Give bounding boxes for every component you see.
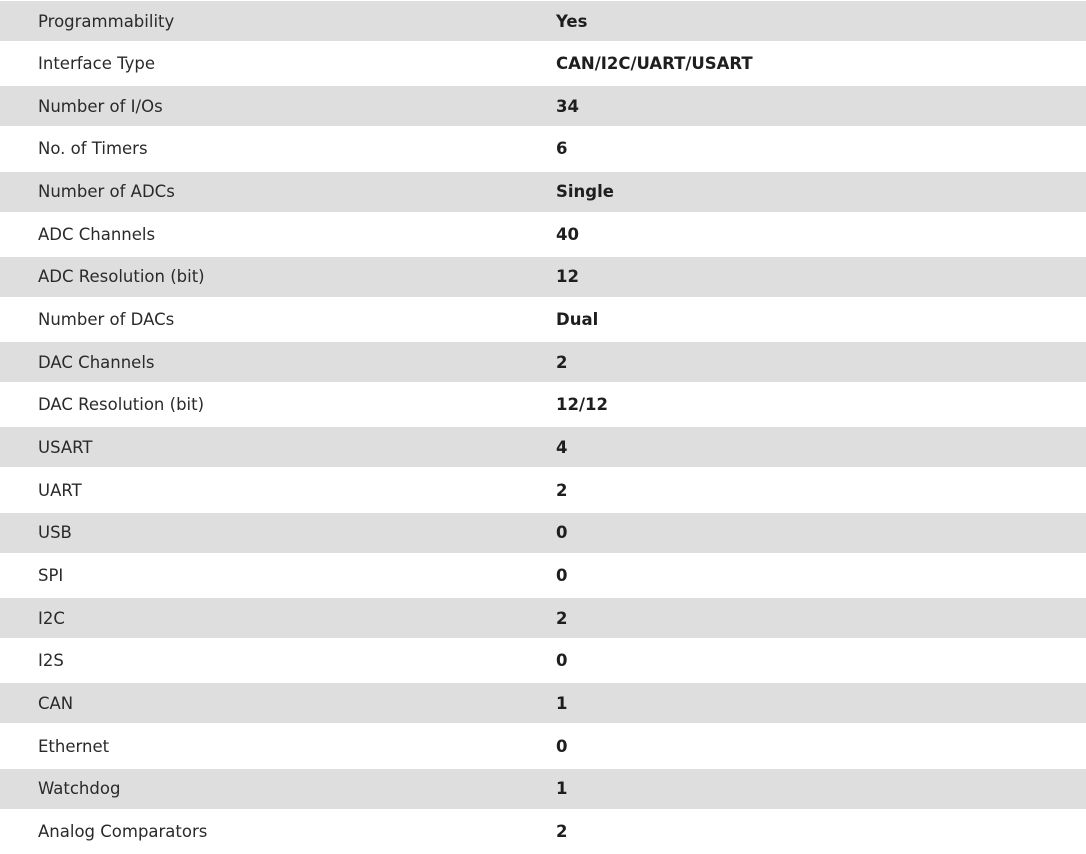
table-row: ADC Channels 40 <box>0 212 1086 257</box>
spec-value: 40 <box>556 224 579 244</box>
spec-value: 4 <box>556 437 568 457</box>
table-row: Number of ADCs Single <box>0 171 1086 212</box>
spec-value: 12/12 <box>556 395 608 415</box>
table-row: CAN 1 <box>0 683 1086 724</box>
spec-value: 2 <box>556 608 568 628</box>
spec-value: 0 <box>556 523 568 543</box>
spec-value: CAN/I2C/UART/USART <box>556 54 753 74</box>
table-row: ADC Resolution (bit) 12 <box>0 256 1086 297</box>
spec-label: Analog Comparators <box>38 821 208 841</box>
spec-value: 34 <box>556 96 579 116</box>
spec-value: 2 <box>556 352 568 372</box>
spec-label: DAC Channels <box>38 352 155 372</box>
spec-label: DAC Resolution (bit) <box>38 395 205 415</box>
table-row: I2S 0 <box>0 638 1086 683</box>
spec-label: USB <box>38 523 72 543</box>
spec-value: 0 <box>556 565 568 585</box>
table-row: I2C 2 <box>0 598 1086 639</box>
spec-value: 1 <box>556 693 568 713</box>
spec-label: Number of DACs <box>38 310 175 330</box>
spec-label: SPI <box>38 565 64 585</box>
table-row: Programmability Yes <box>0 1 1086 41</box>
spec-value: 6 <box>556 139 568 159</box>
spec-value: 0 <box>556 651 568 671</box>
spec-value: Dual <box>556 310 599 330</box>
spec-value: Yes <box>556 11 588 31</box>
table-row: Ethernet 0 <box>0 723 1086 768</box>
spec-value: Single <box>556 182 614 202</box>
spec-label: No. of Timers <box>38 139 148 159</box>
table-row: Analog Comparators 2 <box>0 809 1086 854</box>
spec-label: Number of I/Os <box>38 96 163 116</box>
spec-value: 0 <box>556 736 568 756</box>
table-row: SPI 0 <box>0 553 1086 598</box>
spec-value: 2 <box>556 480 568 500</box>
table-row: DAC Resolution (bit) 12/12 <box>0 382 1086 427</box>
spec-label: ADC Resolution (bit) <box>38 267 205 287</box>
table-row: Interface Type CAN/I2C/UART/USART <box>0 41 1086 86</box>
spec-value: 2 <box>556 821 568 841</box>
table-row: DAC Channels 2 <box>0 342 1086 383</box>
spec-label: Watchdog <box>38 779 121 799</box>
table-row: Number of I/Os 34 <box>0 86 1086 127</box>
spec-label: CAN <box>38 693 74 713</box>
spec-value: 1 <box>556 779 568 799</box>
spec-label: Interface Type <box>38 54 156 74</box>
table-row: USART 4 <box>0 427 1086 468</box>
spec-label: Number of ADCs <box>38 182 175 202</box>
spec-value: 12 <box>556 267 579 287</box>
spec-label: UART <box>38 480 82 500</box>
spec-label: USART <box>38 437 93 457</box>
spec-label: ADC Channels <box>38 224 156 244</box>
table-row: Watchdog 1 <box>0 768 1086 809</box>
spec-label: I2C <box>38 608 65 628</box>
table-row: Number of DACs Dual <box>0 297 1086 342</box>
spec-label: I2S <box>38 651 64 671</box>
table-row: UART 2 <box>0 467 1086 512</box>
table-row: USB 0 <box>0 512 1086 553</box>
table-row: No. of Timers 6 <box>0 126 1086 171</box>
spec-label: Programmability <box>38 11 175 31</box>
spec-label: Ethernet <box>38 736 110 756</box>
